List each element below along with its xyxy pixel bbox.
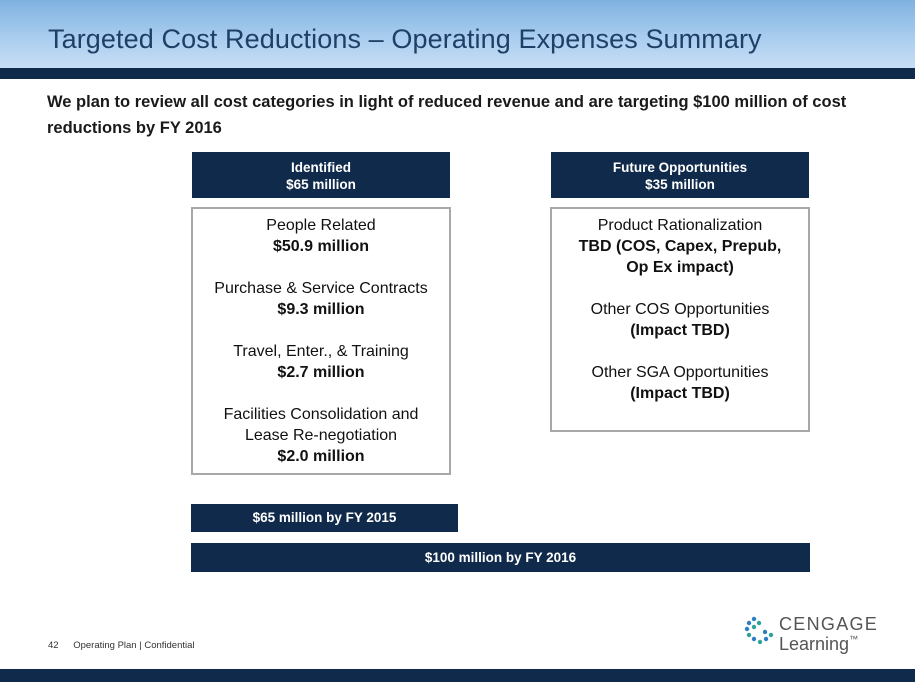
identified-amount: $65 million bbox=[286, 177, 356, 192]
future-heading: Future Opportunities bbox=[612, 160, 748, 175]
slide-title: Targeted Cost Reductions – Operating Exp… bbox=[48, 24, 762, 54]
item-label: People Related bbox=[266, 217, 376, 234]
identified-item: Purchase & Service Contracts $9.3 millio… bbox=[193, 278, 449, 320]
item-value: $2.0 million bbox=[277, 448, 365, 465]
future-header: Future Opportunities $35 million bbox=[551, 152, 809, 198]
item-label: Other COS Opportunities bbox=[590, 301, 770, 318]
future-item: Other COS Opportunities (Impact TBD) bbox=[552, 299, 808, 341]
item-label: Other SGA Opportunities bbox=[591, 364, 769, 381]
logo-word-learning: Learning™ bbox=[779, 634, 858, 655]
bottom-band bbox=[0, 669, 915, 682]
fy2016-bar: $100 million by FY 2016 bbox=[191, 543, 810, 572]
item-label: Product Rationalization bbox=[597, 217, 763, 234]
item-value: $2.7 million bbox=[277, 364, 365, 381]
identified-item: People Related $50.9 million bbox=[193, 215, 449, 257]
item-label: Travel, Enter., & Training bbox=[233, 343, 409, 360]
identified-heading: Identified bbox=[291, 160, 351, 175]
footer: 42 Operating Plan | Confidential bbox=[48, 640, 195, 651]
item-value: Op Ex impact) bbox=[626, 259, 734, 276]
future-item: Product Rationalization TBD (COS, Capex,… bbox=[552, 215, 808, 278]
intro-text: We plan to review all cost categories in… bbox=[47, 93, 847, 137]
identified-header: Identified $65 million bbox=[192, 152, 450, 198]
cengage-logo-icon bbox=[744, 616, 774, 645]
identified-item: Facilities Consolidation and Lease Re-ne… bbox=[193, 404, 449, 467]
logo-word-learning-text: Learning bbox=[779, 634, 850, 654]
fy2015-bar: $65 million by FY 2015 bbox=[191, 504, 458, 532]
footer-text: Operating Plan | Confidential bbox=[73, 640, 195, 651]
future-amount: $35 million bbox=[645, 177, 715, 192]
cengage-logo: CENGAGE Learning™ bbox=[744, 613, 884, 657]
item-label: Facilities Consolidation and bbox=[223, 406, 419, 423]
trademark-symbol: ™ bbox=[849, 634, 859, 644]
logo-word-cengage: CENGAGE bbox=[779, 614, 879, 634]
item-value: TBD (COS, Capex, Prepub, bbox=[578, 238, 782, 255]
identified-list: People Related $50.9 million Purchase & … bbox=[191, 207, 451, 475]
future-item: Other SGA Opportunities (Impact TBD) bbox=[552, 362, 808, 404]
item-label: Purchase & Service Contracts bbox=[214, 280, 428, 297]
item-value: $50.9 million bbox=[272, 238, 370, 255]
identified-item: Travel, Enter., & Training $2.7 million bbox=[193, 341, 449, 383]
item-value: $9.3 million bbox=[277, 301, 365, 318]
title-band: Targeted Cost Reductions – Operating Exp… bbox=[0, 0, 915, 68]
item-label: Lease Re-negotiation bbox=[244, 427, 398, 444]
page-number: 42 bbox=[48, 640, 59, 651]
future-list: Product Rationalization TBD (COS, Capex,… bbox=[550, 207, 810, 432]
title-rule bbox=[0, 68, 915, 79]
item-value: (Impact TBD) bbox=[630, 322, 730, 339]
item-value: (Impact TBD) bbox=[630, 385, 730, 402]
